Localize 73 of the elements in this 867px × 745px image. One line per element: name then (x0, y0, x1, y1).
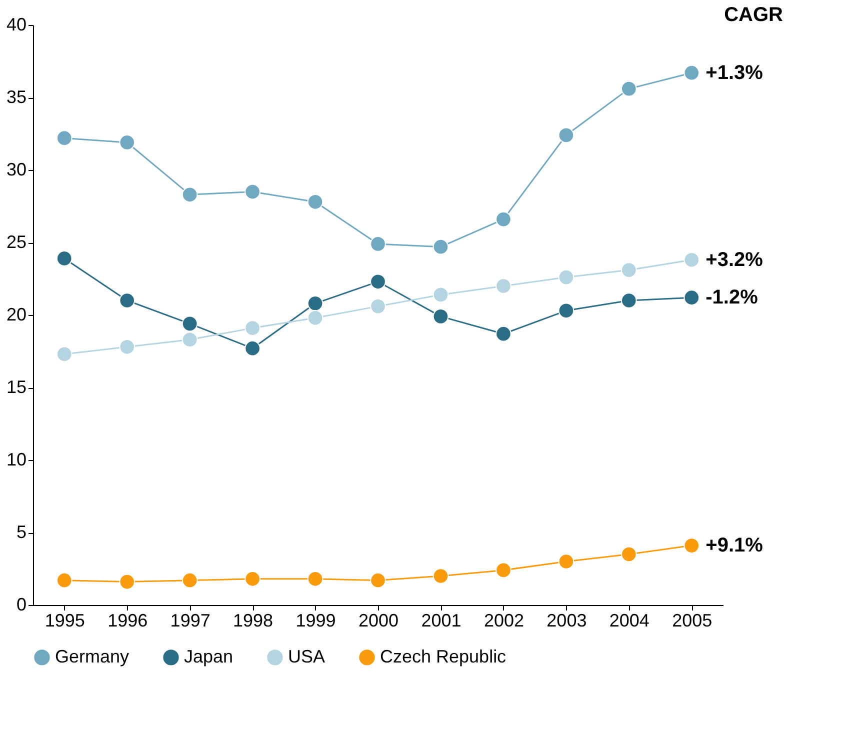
y-tick-label: 20 (6, 304, 26, 324)
point (620, 262, 637, 278)
annotation: +1.3% (706, 62, 764, 84)
point (307, 310, 324, 326)
x-tick-label: 1996 (108, 610, 148, 630)
x-tick-label: 1998 (233, 610, 274, 630)
point (620, 80, 637, 97)
point (56, 572, 72, 588)
point (496, 326, 512, 342)
point (182, 316, 198, 332)
point (119, 134, 136, 150)
point (370, 236, 386, 252)
point (244, 340, 260, 356)
point (119, 574, 136, 590)
y-tick-label: 5 (16, 522, 26, 542)
x-tick-label: 2002 (484, 610, 524, 630)
point (182, 186, 198, 203)
point (558, 269, 574, 286)
x-tick-label: 2001 (421, 610, 462, 630)
point (496, 278, 512, 294)
point (496, 211, 512, 228)
y-tick-label: 15 (6, 377, 26, 397)
point (370, 274, 386, 290)
point (119, 339, 136, 355)
point (56, 250, 72, 266)
point (307, 571, 324, 587)
x-tick-label: 2005 (672, 610, 712, 630)
point (684, 538, 700, 554)
point (119, 292, 136, 308)
point (558, 554, 574, 570)
legend-label: Japan (184, 646, 234, 666)
x-tick-label: 2000 (358, 610, 399, 630)
legend-label: Czech Republic (380, 646, 506, 666)
point (620, 546, 637, 562)
point (182, 332, 198, 348)
point (432, 568, 449, 584)
point (244, 571, 260, 587)
x-tick-label: 2003 (546, 610, 587, 630)
point (432, 238, 449, 255)
annotation: +9.1% (706, 534, 764, 557)
y-tick-label: 0 (16, 594, 26, 614)
x-tick-label: 1999 (296, 610, 336, 630)
y-tick-label: 35 (6, 87, 26, 107)
point (620, 292, 637, 308)
point (370, 298, 386, 314)
point (684, 252, 700, 268)
point (496, 562, 512, 578)
point (684, 290, 700, 306)
x-tick-label: 2004 (609, 610, 650, 630)
x-tick-label: 1997 (170, 610, 210, 630)
point (56, 346, 72, 362)
legend-label: USA (288, 646, 326, 666)
point (370, 572, 386, 588)
text: CAGR (724, 4, 784, 26)
point (432, 286, 449, 303)
point (56, 130, 72, 146)
x-tick-label: 1995 (44, 610, 85, 630)
point (307, 296, 324, 312)
point (244, 184, 260, 200)
annotation: +3.2% (706, 248, 764, 271)
y-tick-label: 25 (6, 232, 26, 252)
point (182, 572, 198, 588)
y-tick-label: 30 (6, 160, 26, 180)
point (244, 320, 260, 336)
point (558, 302, 574, 319)
point (684, 64, 700, 81)
point (307, 194, 324, 210)
y-tick-label: 40 (6, 14, 26, 34)
annotation: -1.2% (706, 286, 758, 309)
point (432, 308, 449, 324)
legend-label: Germany (55, 646, 130, 666)
y-tick-label: 10 (6, 450, 26, 470)
point (558, 127, 574, 144)
